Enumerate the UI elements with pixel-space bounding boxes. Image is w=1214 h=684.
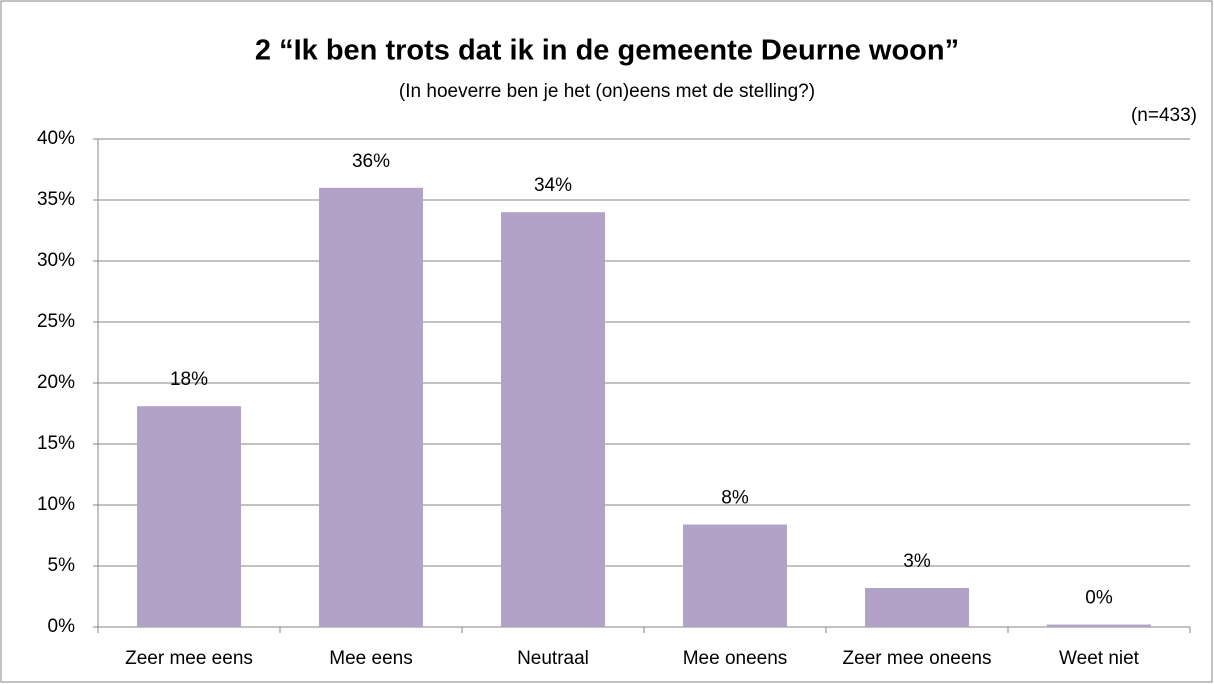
data-label: 3% — [903, 551, 931, 572]
annotation: (n=433) — [1131, 105, 1197, 126]
data-label: 8% — [721, 488, 749, 509]
bar — [683, 524, 787, 627]
bar — [1047, 624, 1151, 627]
bar — [319, 187, 423, 628]
x-tick-label: Zeer mee oneens — [843, 648, 992, 669]
y-tick-label: 0% — [48, 616, 76, 637]
data-label: 18% — [170, 369, 208, 390]
x-tick-label: Mee eens — [329, 648, 412, 669]
y-tick-label: 10% — [37, 494, 75, 515]
bar — [137, 406, 241, 627]
x-tick-label: Mee oneens — [683, 648, 788, 669]
x-tick-label: Zeer mee eens — [125, 648, 253, 669]
y-tick-label: 5% — [48, 555, 76, 576]
bar — [501, 212, 605, 627]
y-tick-label: 30% — [37, 250, 75, 271]
x-tick-label: Neutraal — [517, 648, 589, 669]
y-tick-label: 15% — [37, 433, 75, 454]
chart-subtitle: (In hoeverre ben je het (on)eens met de … — [399, 81, 815, 102]
y-tick-label: 25% — [37, 311, 75, 332]
bar — [865, 587, 969, 627]
x-tick-label: Weet niet — [1059, 648, 1140, 669]
y-tick-label: 40% — [37, 128, 75, 149]
y-tick-label: 35% — [37, 189, 75, 210]
data-label: 34% — [534, 175, 572, 196]
y-tick-label: 20% — [37, 372, 75, 393]
chart-title: 2 “Ik ben trots dat ik in de gemeente De… — [255, 35, 959, 67]
data-label: 0% — [1085, 588, 1113, 609]
data-label: 36% — [352, 151, 390, 172]
